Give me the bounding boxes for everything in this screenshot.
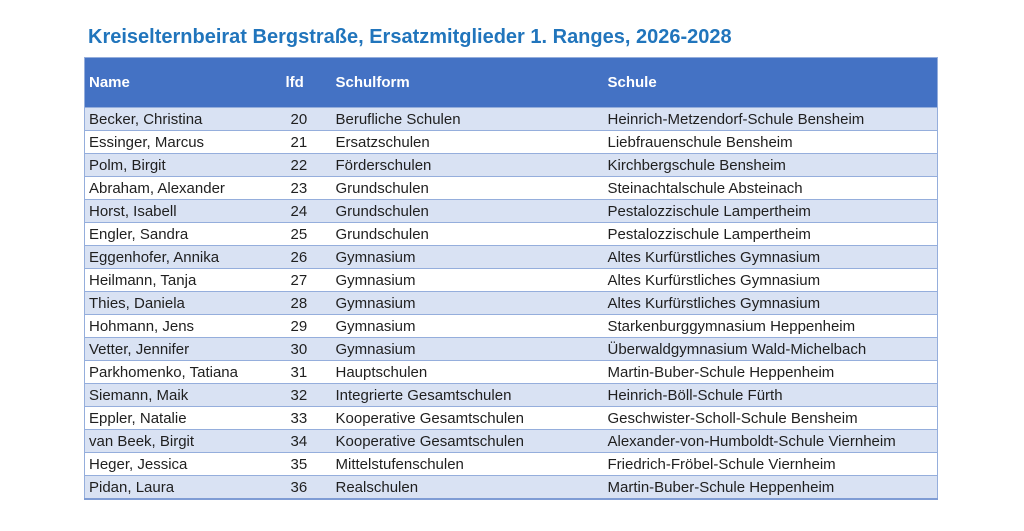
table-cell: Grundschulen <box>331 222 604 246</box>
table-cell: 35 <box>281 452 332 476</box>
table-cell: Thies, Daniela <box>84 291 282 315</box>
table-cell: Grundschulen <box>331 176 604 200</box>
table-cell: 22 <box>281 153 332 177</box>
table-cell: 33 <box>281 406 332 430</box>
table-cell: Gymnasium <box>331 268 604 292</box>
table-cell: Gymnasium <box>331 291 604 315</box>
table-cell: Integrierte Gesamtschulen <box>331 383 604 407</box>
table-cell: Becker, Christina <box>84 107 282 131</box>
table-row: Eppler, Natalie 33 Kooperative Gesamtschul… <box>84 406 938 430</box>
table-cell: Essinger, Marcus <box>84 130 282 154</box>
table-cell: Kirchbergschule Bensheim <box>603 153 938 177</box>
table-cell: 20 <box>281 107 332 131</box>
table-cell: Altes Kurfürstliches Gymnasium <box>603 291 938 315</box>
members-table: Name lfd Schulform Schule Becker, Christ… <box>84 57 938 500</box>
table-cell: 32 <box>281 383 332 407</box>
table-row: Horst, Isabell 24 Grundschulen Pestalozzisc… <box>84 199 938 223</box>
table-row: Hohmann, Jens 29 Gymnasium Starkenburggymna… <box>84 314 938 338</box>
table-cell: Altes Kurfürstliches Gymnasium <box>603 245 938 269</box>
table-cell: Berufliche Schulen <box>331 107 604 131</box>
table-row: Becker, Christina 20 Berufliche Schulen Hei… <box>84 107 938 131</box>
table-cell: Überwaldgymnasium Wald-Michelbach <box>603 337 938 361</box>
table-cell: Heinrich-Böll-Schule Fürth <box>603 383 938 407</box>
table-cell: Kooperative Gesamtschulen <box>331 429 604 453</box>
table-cell: Starkenburggymnasium Heppenheim <box>603 314 938 338</box>
table-cell: 27 <box>281 268 332 292</box>
column-header-name: Name <box>84 57 282 108</box>
table-cell: Martin-Buber-Schule Heppenheim <box>603 360 938 384</box>
table-cell: 21 <box>281 130 332 154</box>
table-cell: Ersatzschulen <box>331 130 604 154</box>
table-cell: Vetter, Jennifer <box>84 337 282 361</box>
table-cell: Gymnasium <box>331 337 604 361</box>
table-row: Abraham, Alexander 23 Grundschulen Steinach… <box>84 176 938 200</box>
table-cell: Altes Kurfürstliches Gymnasium <box>603 268 938 292</box>
table-cell: Eppler, Natalie <box>84 406 282 430</box>
table-cell: Engler, Sandra <box>84 222 282 246</box>
table-cell: Kooperative Gesamtschulen <box>331 406 604 430</box>
table-header: Name lfd Schulform Schule <box>84 57 938 108</box>
table-cell: Parkhomenko, Tatiana <box>84 360 282 384</box>
table-row: Pidan, Laura 36 Realschulen Martin-Buber-Sc… <box>84 475 938 499</box>
table-cell: Heger, Jessica <box>84 452 282 476</box>
table-row: Heger, Jessica 35 Mittelstufenschulen Fried… <box>84 452 938 476</box>
table-row: Polm, Birgit 22 Förderschulen Kirchbergschu… <box>84 153 938 177</box>
table-row: Eggenhofer, Annika 26 Gymnasium Altes Kurfü… <box>84 245 938 269</box>
column-header-lfd: lfd <box>281 57 332 108</box>
table-cell: van Beek, Birgit <box>84 429 282 453</box>
table-cell: Pidan, Laura <box>84 475 282 499</box>
table-cell: 25 <box>281 222 332 246</box>
table-row: Parkhomenko, Tatiana 31 Hauptschulen Martin… <box>84 360 938 384</box>
table-cell: Realschulen <box>331 475 604 499</box>
table-cell: Heilmann, Tanja <box>84 268 282 292</box>
table-cell: Eggenhofer, Annika <box>84 245 282 269</box>
table-row: Heilmann, Tanja 27 Gymnasium Altes Kurfürst… <box>84 268 938 292</box>
table-cell: 28 <box>281 291 332 315</box>
table-cell: Gymnasium <box>331 314 604 338</box>
table-row: Vetter, Jennifer 30 Gymnasium Überwaldgymna… <box>84 337 938 361</box>
table-cell: 36 <box>281 475 332 499</box>
table-cell: Pestalozzischule Lampertheim <box>603 199 938 223</box>
table-cell: Abraham, Alexander <box>84 176 282 200</box>
column-header-schule: Schule <box>603 57 938 108</box>
table-header-row: Name lfd Schulform Schule <box>84 57 938 108</box>
table-cell: Gymnasium <box>331 245 604 269</box>
table-cell: Alexander-von-Humboldt-Schule Viernheim <box>603 429 938 453</box>
table-cell: Steinachtalschule Absteinach <box>603 176 938 200</box>
table-cell: Liebfrauenschule Bensheim <box>603 130 938 154</box>
table-cell: Mittelstufenschulen <box>331 452 604 476</box>
table-cell: Pestalozzischule Lampertheim <box>603 222 938 246</box>
table-cell: Grundschulen <box>331 199 604 223</box>
table-row: Engler, Sandra 25 Grundschulen Pestalozzisc… <box>84 222 938 246</box>
table-row: Thies, Daniela 28 Gymnasium Altes Kurfürstl… <box>84 291 938 315</box>
table-cell: 31 <box>281 360 332 384</box>
table-row: Essinger, Marcus 21 Ersatzschulen Liebfraue… <box>84 130 938 154</box>
table-cell: Hauptschulen <box>331 360 604 384</box>
table-cell: 30 <box>281 337 332 361</box>
table-cell: 26 <box>281 245 332 269</box>
table-cell: 24 <box>281 199 332 223</box>
table-cell: Geschwister-Scholl-Schule Bensheim <box>603 406 938 430</box>
table-cell: Siemann, Maik <box>84 383 282 407</box>
table-cell: Horst, Isabell <box>84 199 282 223</box>
table-row: Siemann, Maik 32 Integrierte Gesamtschulen… <box>84 383 938 407</box>
table-cell: 34 <box>281 429 332 453</box>
table-cell: Friedrich-Fröbel-Schule Viernheim <box>603 452 938 476</box>
table-cell: 29 <box>281 314 332 338</box>
table-body: Becker, Christina 20 Berufliche Schulen Hei… <box>84 107 938 499</box>
table-cell: Martin-Buber-Schule Heppenheim <box>603 475 938 499</box>
table-cell: Förderschulen <box>331 153 604 177</box>
table-cell: Heinrich-Metzendorf-Schule Bensheim <box>603 107 938 131</box>
table-cell: Polm, Birgit <box>84 153 282 177</box>
page-title: Kreiselternbeirat Bergstraße, Ersatzmitg… <box>88 26 732 48</box>
column-header-schulform: Schulform <box>331 57 604 108</box>
table-cell: Hohmann, Jens <box>84 314 282 338</box>
table-row: van Beek, Birgit 34 Kooperative Gesamtschu… <box>84 429 938 453</box>
table-cell: 23 <box>281 176 332 200</box>
